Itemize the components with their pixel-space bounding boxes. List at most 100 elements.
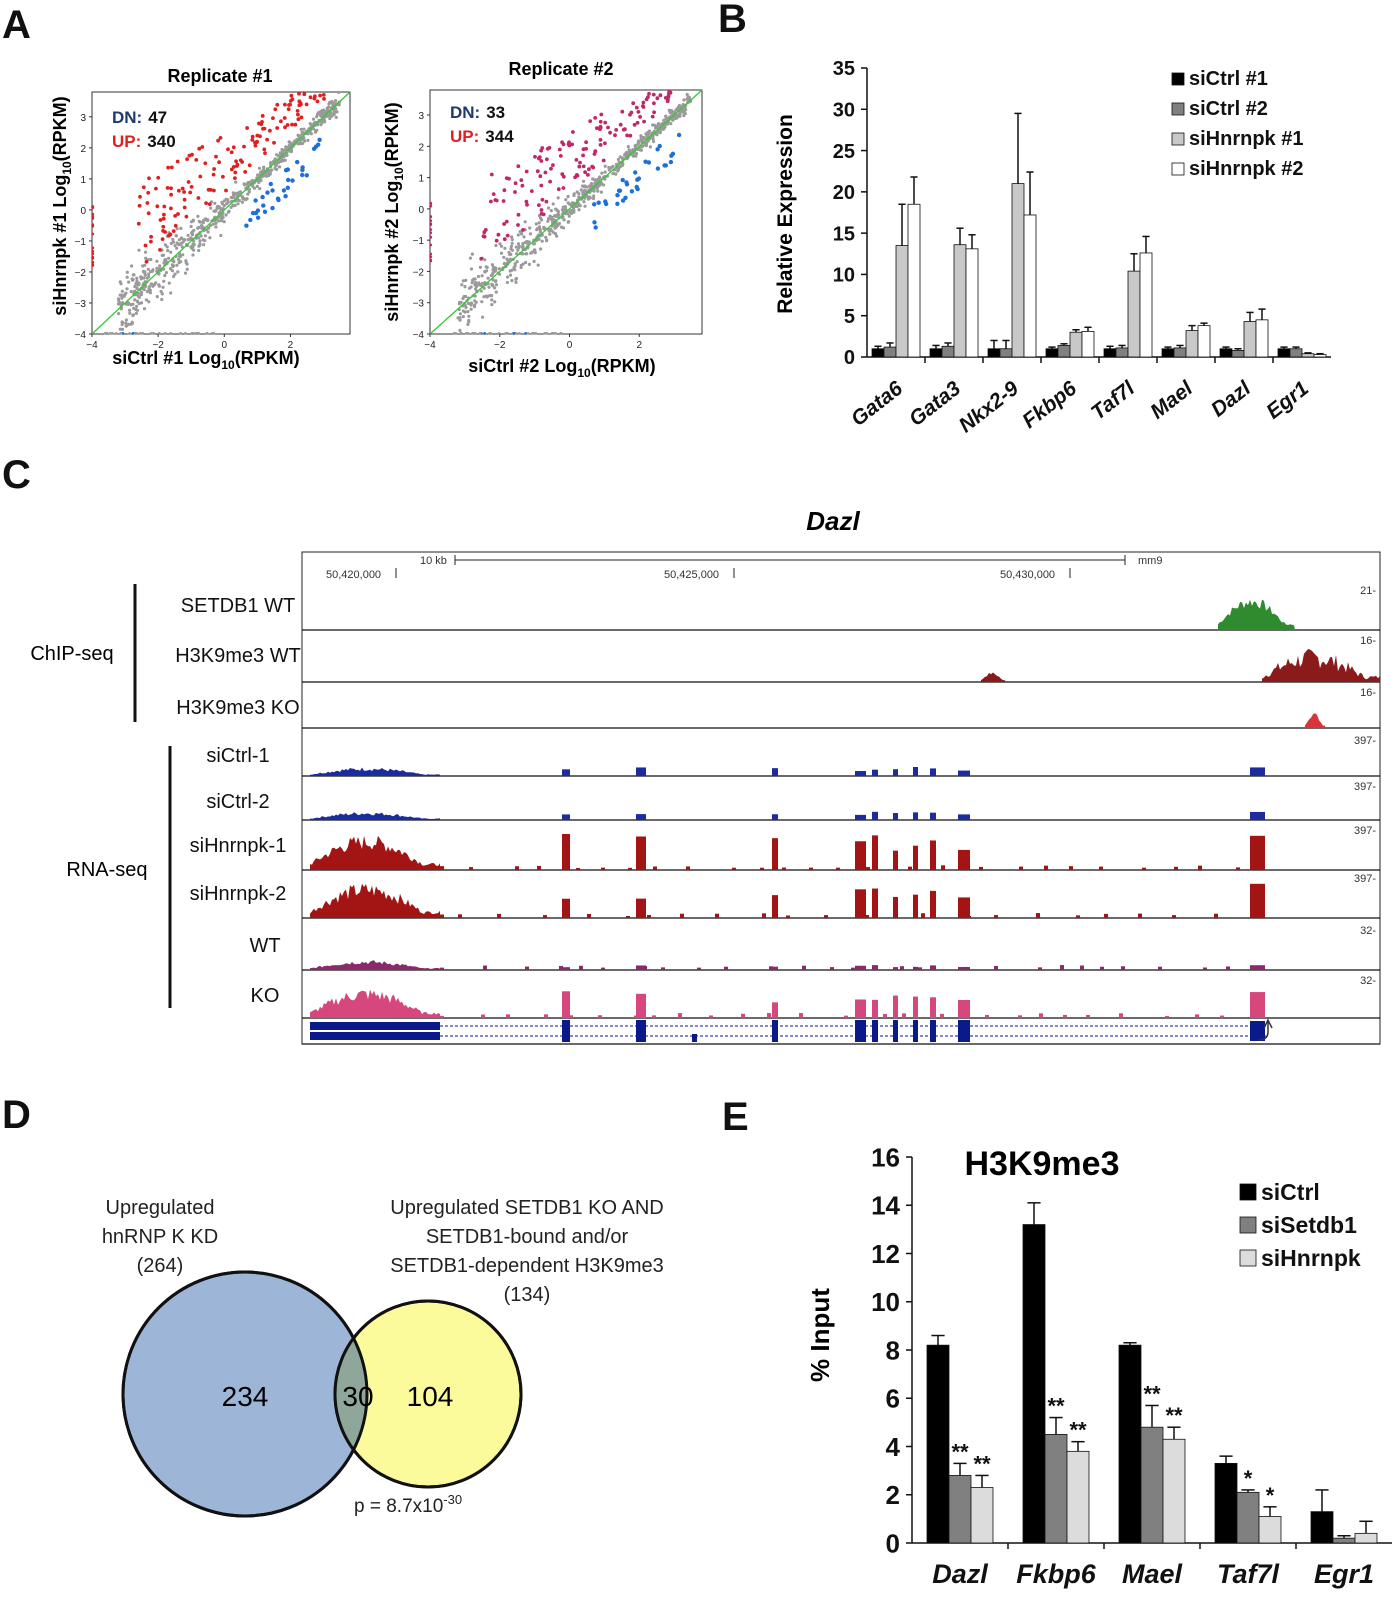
panel-label-e: E	[722, 1095, 749, 1139]
scatter-point	[537, 237, 541, 241]
scatter-point	[592, 194, 596, 198]
scatter-point-up	[584, 146, 588, 151]
scatter-point	[299, 127, 303, 131]
coverage-peak	[310, 767, 440, 776]
y-tick-label: 16	[871, 1142, 900, 1172]
scatter-point	[176, 270, 180, 274]
coverage-block	[440, 1015, 444, 1018]
scatter-point	[246, 183, 250, 187]
scatter-point	[567, 220, 571, 224]
scatter-point	[275, 153, 279, 157]
scatter-point-up	[263, 151, 267, 156]
scatter-point	[207, 226, 211, 230]
scatter-point	[160, 297, 164, 302]
coverage-block	[855, 889, 866, 918]
scatter-point-up	[149, 239, 153, 244]
scatter-point	[556, 196, 560, 200]
scatter-point	[125, 275, 129, 279]
venn-right-outline	[333, 1299, 523, 1489]
scatter-point-down	[270, 188, 275, 193]
scatter-point-up	[221, 174, 225, 179]
scatter-point-down	[275, 196, 281, 201]
scatter-point-wall	[91, 256, 95, 260]
scatter-point-up	[618, 122, 623, 127]
scatter-point-up	[634, 105, 639, 110]
coverage-block	[893, 769, 898, 776]
scatter-point	[120, 301, 125, 305]
scatter-point	[519, 265, 523, 270]
scatter-point-down	[295, 159, 300, 165]
bar	[1066, 1450, 1090, 1544]
scatter-point	[578, 204, 582, 208]
coverage-block	[562, 898, 570, 918]
scatter-point	[322, 110, 326, 114]
browser-tracks: SETDB1 WT 21- H3K9me3 WT 16- H3K9me3 KO 16- si…	[175, 585, 1380, 1019]
scatter-point-floor	[169, 332, 173, 335]
browser-scale-label: 10 kb	[420, 555, 447, 567]
scatter-point	[677, 103, 682, 108]
scatter-point-floor	[141, 332, 144, 335]
scatter-point	[233, 203, 237, 207]
scatter-point	[161, 285, 165, 289]
bar	[1081, 331, 1095, 358]
x-category-label: Mael	[1122, 1559, 1183, 1589]
scatter-point	[279, 159, 283, 164]
scatter-point	[149, 270, 153, 274]
scatter-point	[467, 314, 471, 318]
scatter-point	[528, 226, 532, 230]
scatter-xtick-label: 2	[288, 340, 294, 351]
coverage-peak	[981, 672, 1006, 682]
scatter-point-wall	[429, 252, 433, 256]
scatter-point-up	[540, 146, 545, 150]
scatter-point-floor	[550, 332, 554, 335]
scatter-point-floor	[466, 332, 470, 335]
scatter-point	[636, 141, 641, 145]
x-category-label: Taf7l	[1217, 1559, 1280, 1589]
scatter-ytick-label: 0	[418, 205, 424, 216]
y-tick-label: 15	[833, 223, 855, 245]
scatter-point	[579, 188, 583, 192]
scatter-ytick-label: −4	[75, 330, 87, 341]
scatter-point	[235, 191, 239, 195]
scatter-point	[474, 284, 478, 289]
scatter-point-up	[186, 180, 191, 184]
scatter-plot-replicate-2: Replicate #2 −4 −2 0 2 3 2 1 0 −1 −2 −3 −4 DN: 33 UP…	[382, 59, 703, 380]
coverage-block	[440, 967, 444, 970]
scatter-point	[633, 144, 637, 148]
scatter-point-up	[581, 164, 586, 169]
track-label: siCtrl-1	[206, 745, 269, 767]
scatter-point-up	[551, 163, 555, 168]
scatter-point	[175, 263, 179, 267]
scatter-point	[562, 218, 566, 222]
scatter-point	[456, 316, 460, 320]
coverage-block	[855, 999, 866, 1018]
scatter-point	[229, 195, 233, 200]
scatter-point-up	[482, 230, 487, 235]
scatter-point	[163, 258, 168, 262]
scatter-point-up	[578, 160, 582, 165]
scatter-point	[120, 322, 124, 327]
scatter-point-up	[145, 201, 150, 205]
y-tick-label: 0	[886, 1528, 900, 1558]
scatter-point	[219, 217, 223, 222]
gene-exon	[1250, 1031, 1265, 1041]
bar	[1243, 321, 1257, 358]
scatter-point	[222, 220, 226, 224]
coverage-block	[636, 898, 646, 918]
scatter-point	[521, 262, 525, 266]
scatter-point	[458, 312, 462, 316]
coverage-block	[872, 811, 878, 820]
scatter-point	[503, 246, 507, 250]
scatter-xtick-label: −4	[86, 340, 98, 351]
scatter-point-up	[494, 198, 499, 203]
scatter-point-up	[608, 130, 612, 135]
scatter-point-up	[593, 116, 598, 120]
scatter-point-wall	[429, 228, 433, 232]
scatter-point-up	[537, 203, 541, 208]
scatter-point-floor	[197, 332, 201, 335]
coverage-block	[579, 965, 583, 970]
scatter-point	[315, 115, 319, 119]
scatter-point-up	[176, 212, 180, 216]
coverage-block	[967, 915, 971, 918]
scatter-point-up	[650, 114, 655, 119]
